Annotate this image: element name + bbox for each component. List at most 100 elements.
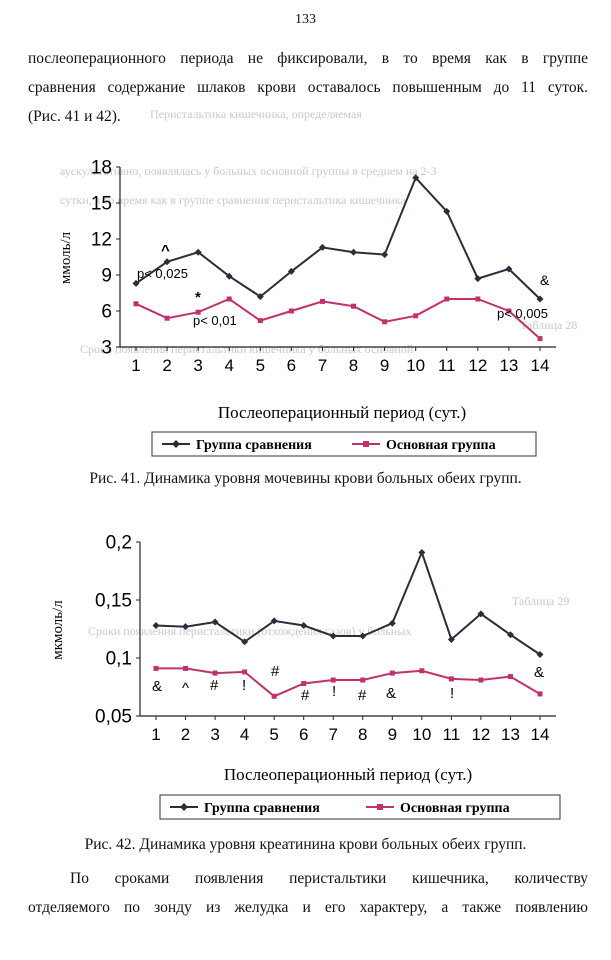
annotation: p< 0,01: [193, 313, 237, 328]
data-point-comparison: [474, 275, 482, 283]
data-point-comparison: [536, 651, 544, 659]
data-point-comparison: [477, 610, 485, 618]
figure-41-caption: Рис. 41. Динамика уровня мочевины крови …: [89, 470, 522, 487]
series-line-main: [156, 667, 541, 698]
legend-label-main: Основная группа: [386, 438, 496, 453]
data-point-comparison: [287, 267, 295, 275]
data-point-main: [537, 691, 543, 697]
data-point-comparison: [350, 248, 358, 256]
x-tick-label: 9: [380, 356, 389, 375]
x-tick-label: 7: [328, 725, 337, 744]
data-point-comparison: [505, 265, 513, 273]
data-point-comparison: [182, 623, 190, 631]
data-point-comparison: [152, 622, 160, 630]
x-tick-label: 5: [256, 356, 265, 375]
bleed-through-text: Таблица 29: [512, 594, 570, 608]
data-point-main: [419, 668, 425, 674]
data-point-main: [475, 296, 481, 302]
data-point-main: [242, 669, 248, 675]
x-tick-label: 13: [501, 725, 520, 744]
data-point-main: [195, 309, 201, 315]
legend-marker-main: [377, 804, 383, 810]
bleed-through-text: Перистальтика кишечника, определяемая: [150, 107, 362, 121]
annotation: #: [301, 687, 310, 704]
x-tick-label: 3: [193, 356, 202, 375]
x-tick-label: 3: [210, 725, 219, 744]
x-tick-label: 4: [240, 725, 249, 744]
x-tick-label: 13: [499, 356, 518, 375]
data-point-comparison: [241, 638, 249, 646]
figure-42-chart: 0,050,10,150,2 1 2 3 4 5 6 7 8 9 10 11 12 13 14 мкмол…: [50, 533, 561, 820]
text-line: По сроками появления перистальтики кишеч…: [70, 870, 588, 887]
data-point-main: [301, 681, 307, 687]
data-point-comparison: [536, 295, 544, 303]
annotation: &: [540, 272, 550, 288]
data-point-main: [319, 298, 325, 304]
data-point-main: [506, 308, 512, 314]
data-point-main: [448, 676, 454, 682]
data-point-main: [360, 677, 366, 683]
y-tick-label: 0,15: [95, 591, 132, 612]
x-tick-label: 7: [318, 356, 327, 375]
data-point-main: [288, 308, 294, 314]
annotation: ^: [182, 680, 189, 697]
x-tick-label: 9: [388, 725, 397, 744]
bleed-through-text: Таблица 28: [520, 318, 578, 332]
data-point-comparison: [329, 632, 337, 640]
data-point-main: [183, 665, 189, 671]
x-tick-label: 1: [151, 725, 160, 744]
legend-label-main: Основная группа: [400, 801, 510, 816]
text-line: сравнения содержание шлаков крови остава…: [28, 79, 588, 96]
x-axis-label: Послеоперационный период (сут.): [224, 765, 472, 784]
annotation: #: [358, 687, 367, 704]
x-axis-label: Послеоперационный период (сут.): [218, 403, 466, 422]
legend-label-comparison: Группа сравнения: [204, 801, 320, 816]
legend-label-comparison: Группа сравнения: [196, 438, 312, 453]
x-tick-label: 2: [181, 725, 190, 744]
annotation: !: [332, 683, 336, 700]
x-tick-label: 12: [471, 725, 490, 744]
text-line: послеоперационного периода не фиксировал…: [28, 50, 588, 67]
data-point-comparison: [418, 548, 426, 556]
data-point-main: [212, 670, 218, 676]
data-point-comparison: [447, 635, 455, 643]
y-axis-label: мкмоль/л: [50, 600, 66, 660]
data-point-comparison: [506, 631, 514, 639]
y-tick-label: 0,05: [95, 707, 132, 728]
x-tick-label: 10: [412, 725, 431, 744]
x-tick-label: 14: [531, 356, 550, 375]
y-tick-label: 15: [91, 194, 112, 215]
bleed-through-text: Сроки появления перистальтики кишечника …: [80, 342, 414, 356]
data-point-main: [537, 336, 543, 342]
bleed-through-text: аускультативно, появлялась у больных осн…: [60, 164, 437, 178]
x-tick-label: 6: [299, 725, 308, 744]
x-tick-label: 11: [438, 356, 456, 375]
legend-box: [159, 794, 561, 820]
data-point-main: [271, 693, 277, 699]
data-point-comparison: [318, 243, 326, 251]
annotation: &: [386, 685, 396, 702]
x-tick-label: 10: [406, 356, 425, 375]
outro-paragraph: По сроками появления перистальтики кишеч…: [28, 864, 588, 922]
data-point-comparison: [359, 632, 367, 640]
data-point-comparison: [381, 251, 389, 259]
figure-42-caption: Рис. 42. Динамика уровня креатинина кров…: [84, 836, 527, 853]
legend-box: [151, 431, 537, 457]
data-point-main: [413, 313, 419, 319]
x-tick-label: 6: [287, 356, 296, 375]
y-axis-label: ммоль/л: [58, 231, 74, 284]
data-point-comparison: [270, 617, 278, 625]
data-point-main: [164, 315, 170, 321]
legend-marker-main: [363, 441, 369, 447]
data-point-comparison: [412, 174, 420, 182]
bleed-through-text: сутки, в то время как в группе сравнения…: [60, 193, 406, 207]
data-point-comparison: [443, 207, 451, 215]
legend-marker-comparison: [172, 440, 180, 448]
data-point-main: [507, 674, 513, 680]
annotation: p< 0,005: [497, 306, 548, 321]
data-point-main: [257, 318, 263, 324]
x-tick-label: 1: [131, 356, 140, 375]
data-point-main: [133, 301, 139, 307]
y-tick-label: 6: [101, 302, 112, 323]
